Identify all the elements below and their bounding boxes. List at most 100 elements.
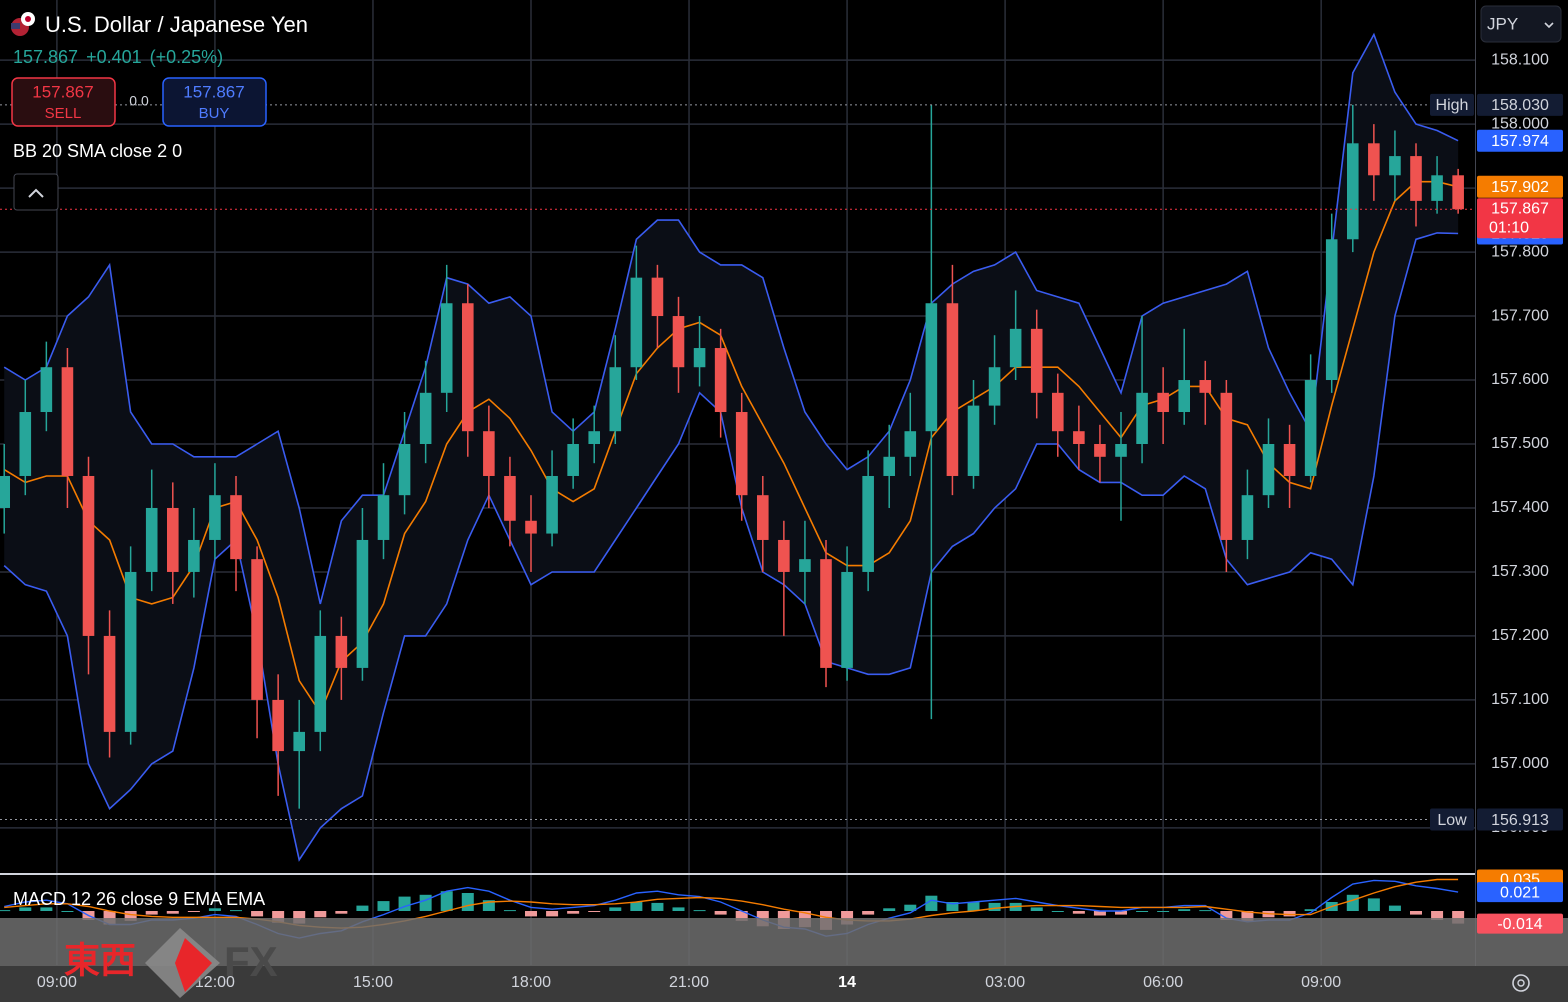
quote-change: +0.401 (86, 47, 142, 67)
candle-body (419, 392, 432, 444)
candle-body (1241, 495, 1254, 540)
candle-body (209, 495, 221, 540)
candle-body (251, 559, 263, 700)
x-tick-label: 09:00 (1301, 974, 1341, 991)
candle-body (398, 443, 411, 496)
extreme-name-box (1430, 808, 1474, 831)
macd-histogram-bar (208, 908, 221, 911)
currency-select[interactable] (1480, 5, 1562, 43)
candle-body (377, 495, 390, 540)
macd-histogram-bar (377, 901, 390, 911)
chevron-up (28, 188, 44, 198)
candle-body (1178, 380, 1191, 413)
quote-price: 157.867 (13, 47, 78, 67)
candle-body (504, 475, 516, 521)
y-tick-label: 158.000 (1491, 115, 1549, 132)
candle-body (166, 507, 179, 572)
macd-tag (1477, 913, 1563, 934)
flag-us-canton (11, 23, 20, 29)
candle-body (1073, 431, 1085, 444)
watermark-right: FX (224, 938, 278, 985)
macd-histogram-bar (419, 894, 432, 911)
candle-body (1368, 143, 1380, 176)
y-tick-label: 157.300 (1491, 563, 1549, 580)
bb-lower (3, 232, 1459, 862)
candle-body (525, 520, 537, 534)
x-tick-label: 15:00 (353, 974, 393, 991)
extreme-name: Low (1437, 812, 1467, 829)
macd-histogram-bar (1241, 911, 1254, 921)
settings-icon[interactable] (1512, 974, 1530, 992)
y-tick-label: 157.400 (1491, 499, 1549, 516)
candle-body (1136, 392, 1148, 444)
candle-body (693, 348, 706, 368)
macd-histogram-bar (124, 911, 137, 921)
macd-histogram-bar (735, 911, 748, 921)
macd-histogram-bar (1136, 911, 1149, 912)
macd-histogram-bar (335, 911, 348, 914)
candle-body (188, 539, 200, 572)
buy-button[interactable] (162, 77, 267, 127)
candle-body (19, 412, 32, 476)
candle-body (103, 635, 116, 732)
macd-histogram-bar (862, 911, 875, 915)
candle-body (1262, 443, 1275, 496)
candle-body (904, 431, 917, 457)
price-tag (1477, 175, 1563, 198)
sell-button[interactable] (11, 77, 116, 127)
candle-body (1030, 328, 1043, 393)
macd-histogram-bar (356, 905, 369, 911)
candle-body (124, 571, 137, 732)
macd-histogram-bar (988, 902, 1001, 911)
candle-body (1051, 392, 1064, 432)
candle-body (1431, 175, 1443, 201)
price-tag-label: 157.902 (1491, 179, 1549, 196)
flag-jp-dot (25, 16, 31, 22)
macd-histogram-bar (1410, 911, 1422, 915)
macd-histogram-bar (482, 900, 495, 911)
macd-histogram-bar (440, 891, 453, 911)
candle-body (609, 367, 622, 432)
candle-body (483, 431, 495, 476)
macd-histogram-bar (1051, 911, 1064, 912)
spread: 0.0 (129, 93, 149, 109)
bb-upper (3, 32, 1459, 605)
y-tick-label: 157.500 (1491, 435, 1549, 452)
watermark-left: 東西 (64, 940, 136, 981)
extreme-name-box (1430, 93, 1474, 116)
time-axis (0, 966, 1568, 1002)
macd-histogram-bar (1199, 910, 1212, 912)
last-price-label: 157.867 (1491, 200, 1549, 217)
x-tick-label: 18:00 (511, 974, 551, 991)
candle-body (1389, 156, 1401, 176)
candle-body (1325, 239, 1338, 381)
macd-histogram-bar (1030, 907, 1043, 911)
macd-histogram-bar (461, 893, 474, 911)
candle-body (714, 348, 727, 413)
y-tick-label: 157.800 (1491, 243, 1549, 260)
candle-body (230, 495, 242, 560)
macd-tag-label: -0.014 (1497, 916, 1542, 933)
candle-body (40, 367, 53, 413)
macd-histogram-bar (1220, 911, 1233, 920)
macd-histogram-bar (967, 902, 980, 911)
macd-histogram-bar (145, 911, 158, 915)
macd-histogram-bar (1178, 909, 1191, 911)
candle-body (883, 456, 896, 476)
candle-body (778, 539, 790, 572)
collapse-button[interactable] (13, 173, 59, 211)
candle-body (988, 367, 1001, 406)
buy-label: BUY (199, 105, 230, 122)
candle-body (630, 277, 643, 368)
bb-basis (3, 180, 1459, 715)
macd-histogram-bar (651, 902, 664, 911)
macd-histogram-bar (925, 895, 938, 911)
extreme-value: 158.030 (1491, 97, 1549, 114)
candle-body (0, 475, 11, 508)
macd-histogram-bar (1157, 911, 1170, 912)
macd-histogram-bar (1431, 911, 1444, 920)
price-tag-label: 157.974 (1491, 133, 1549, 150)
candle-body (567, 443, 579, 476)
macd-histogram-bar (314, 911, 327, 918)
